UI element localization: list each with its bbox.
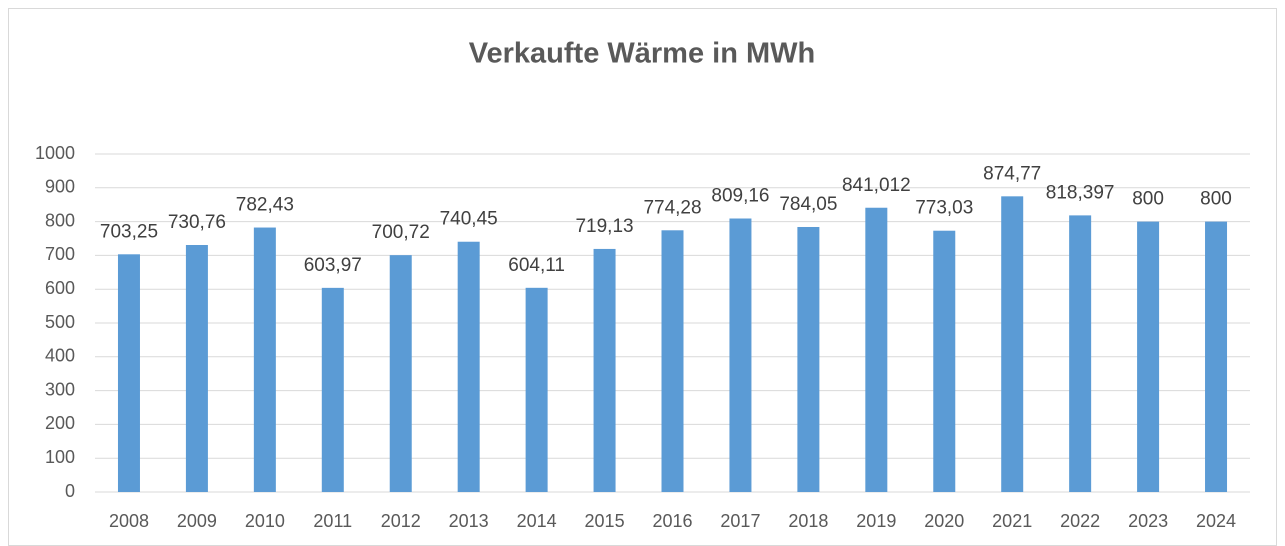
y-tick-label: 400 <box>45 346 75 366</box>
x-tick-label: 2017 <box>720 511 760 531</box>
x-tick-label: 2015 <box>585 511 625 531</box>
bar <box>525 287 548 492</box>
y-tick-label: 600 <box>45 278 75 298</box>
bar <box>1205 221 1228 492</box>
value-label: 703,25 <box>100 221 158 242</box>
x-tick-label: 2008 <box>109 511 149 531</box>
value-label: 818,397 <box>1046 182 1115 203</box>
bar <box>1137 221 1160 492</box>
bar <box>729 218 752 493</box>
x-tick-label: 2018 <box>788 511 828 531</box>
x-tick-label: 2010 <box>245 511 285 531</box>
value-label: 841,012 <box>842 175 911 196</box>
bar <box>865 207 888 492</box>
value-label: 782,43 <box>236 195 294 216</box>
bar <box>933 230 956 492</box>
value-label: 800 <box>1200 189 1232 210</box>
chart-border <box>8 8 1277 546</box>
x-tick-label: 2020 <box>924 511 964 531</box>
bar <box>185 245 208 492</box>
y-tick-label: 700 <box>45 244 75 264</box>
y-tick-label: 300 <box>45 379 75 399</box>
x-tick-label: 2016 <box>652 511 692 531</box>
bar <box>797 226 820 493</box>
bar <box>661 230 684 492</box>
x-tick-label: 2024 <box>1196 511 1236 531</box>
x-tick-label: 2011 <box>313 511 352 531</box>
y-tick-label: 800 <box>45 210 75 230</box>
y-tick-label: 100 <box>45 447 75 467</box>
x-tick-label: 2022 <box>1060 511 1100 531</box>
bar <box>117 254 140 492</box>
bar <box>389 255 412 492</box>
bar <box>1069 215 1092 492</box>
value-label: 874,77 <box>983 163 1041 184</box>
x-tick-label: 2019 <box>856 511 896 531</box>
bar <box>1001 196 1024 492</box>
y-tick-label: 1000 <box>35 143 75 163</box>
value-label: 700,72 <box>372 222 430 243</box>
y-tick-label: 0 <box>65 481 75 501</box>
y-tick-label: 500 <box>45 312 75 332</box>
x-tick-label: 2009 <box>177 511 217 531</box>
value-label: 740,45 <box>440 209 498 230</box>
x-tick-label: 2013 <box>449 511 489 531</box>
value-label: 809,16 <box>711 186 769 207</box>
value-label: 719,13 <box>575 216 633 237</box>
value-label: 784,05 <box>779 194 837 215</box>
value-label: 774,28 <box>643 197 701 218</box>
bar <box>593 248 616 492</box>
bar <box>321 287 344 492</box>
bar <box>457 241 480 492</box>
x-tick-label: 2021 <box>992 511 1032 531</box>
y-tick-label: 900 <box>45 177 75 197</box>
value-label: 773,03 <box>915 198 973 219</box>
value-label: 730,76 <box>168 212 226 233</box>
x-tick-label: 2023 <box>1128 511 1168 531</box>
bar <box>253 227 276 492</box>
value-label: 800 <box>1132 189 1164 210</box>
x-tick-label: 2014 <box>517 511 557 531</box>
value-label: 603,97 <box>304 255 362 276</box>
y-tick-label: 200 <box>45 413 75 433</box>
value-label: 604,11 <box>508 255 565 276</box>
chart-title: Verkaufte Wärme in MWh <box>469 38 815 70</box>
x-tick-label: 2012 <box>381 511 421 531</box>
